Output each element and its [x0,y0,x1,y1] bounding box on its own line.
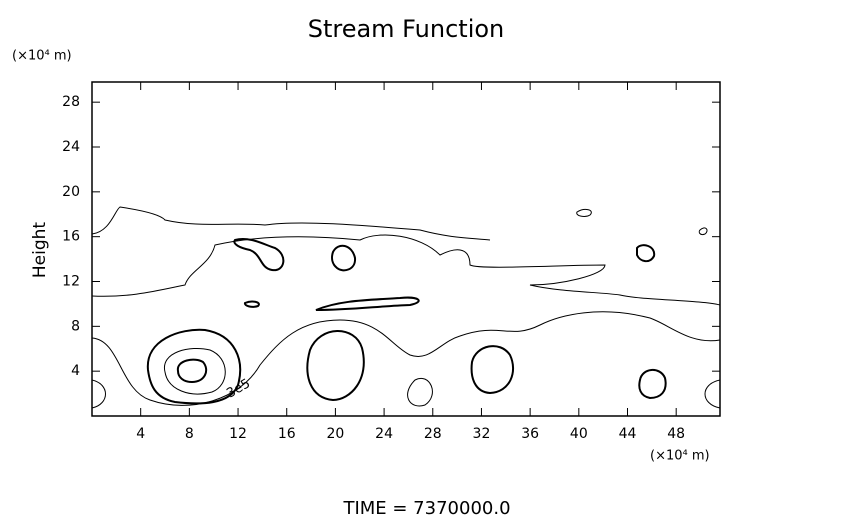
y-unit-label: (×10⁴ m) [12,49,72,64]
chart-title: Stream Function [308,15,505,43]
x-tick-label: 40 [570,426,588,442]
x-tick-label: 20 [326,426,344,442]
x-tick-label: 16 [278,426,296,442]
x-tick-label: 32 [473,426,491,442]
x-unit-label: (×10⁴ m) [650,449,710,464]
y-tick-label: 12 [62,274,80,290]
y-tick-label: 20 [62,184,80,200]
x-tick-label: 4 [136,426,145,442]
x-tick-label: 36 [521,426,539,442]
y-axis-label: Height [30,222,50,279]
x-tick-label: 24 [375,426,393,442]
y-tick-label: 24 [62,139,80,155]
y-tick-label: 16 [62,229,80,245]
footer: TIME = 7370000.0 [342,498,510,519]
plot-frame [91,81,721,417]
x-tick-label: 8 [185,426,194,442]
y-tick-label: 4 [71,363,80,379]
y-tick-label: 8 [71,318,80,334]
contours [91,206,721,409]
x-tick-label: 28 [424,426,442,442]
x-tick-label: 44 [619,426,637,442]
x-tick-label: 48 [667,426,685,442]
x-tick-label: 12 [229,426,247,442]
y-tick-label: 28 [62,94,80,110]
